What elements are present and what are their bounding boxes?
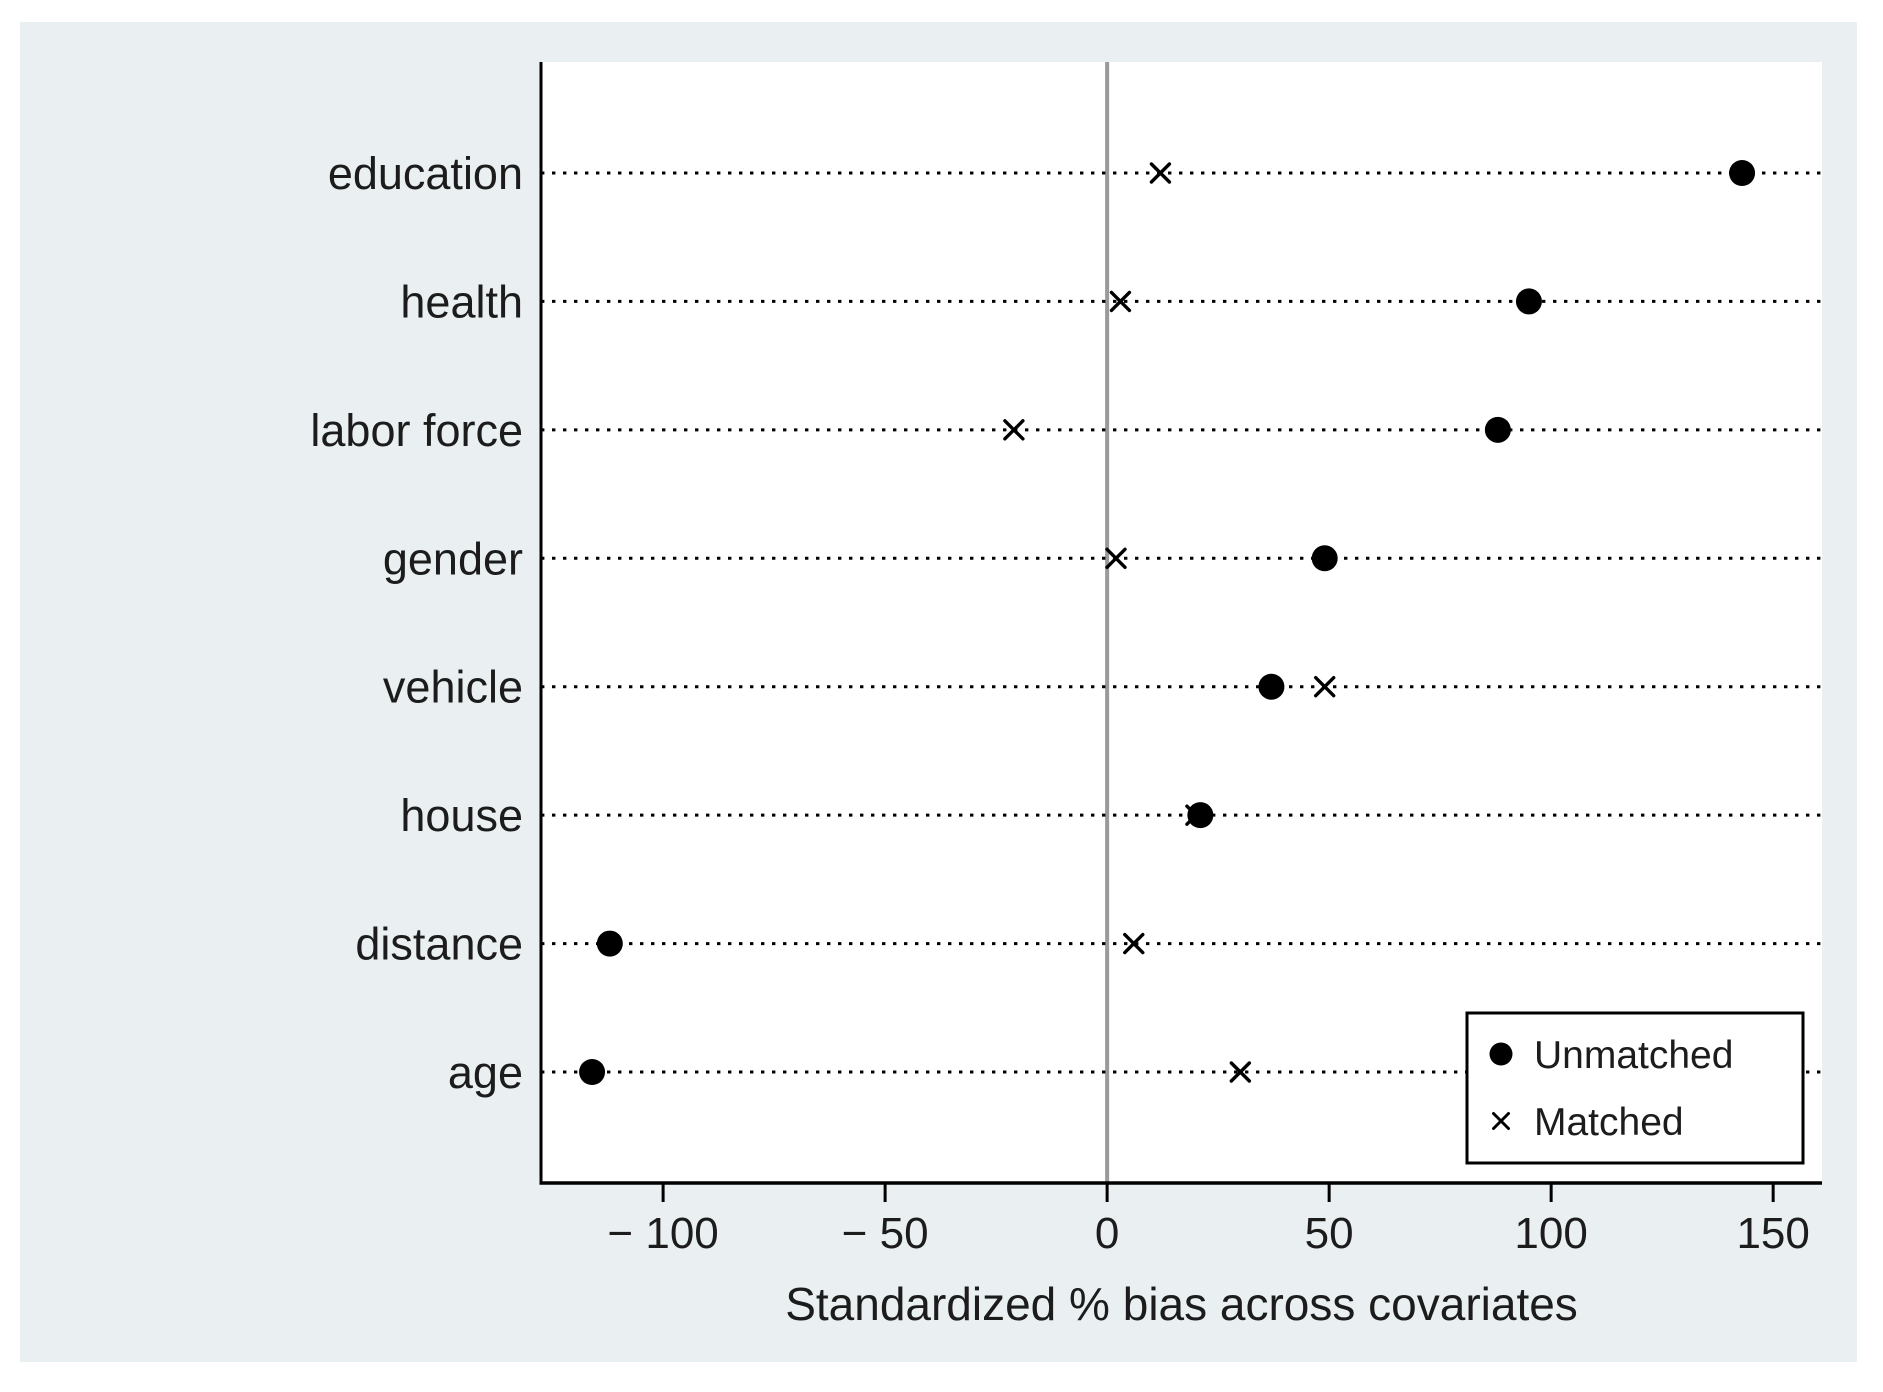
legend-label-unmatched: Unmatched xyxy=(1534,1034,1733,1077)
category-label-education: education xyxy=(328,148,523,199)
matched-marker-gender xyxy=(1105,547,1127,569)
category-label-age: age xyxy=(448,1047,523,1098)
category-label-vehicle: vehicle xyxy=(383,662,523,713)
matched-marker-education xyxy=(1149,162,1172,184)
plot-area xyxy=(541,62,1822,1183)
x-tick-label-0: 0 xyxy=(1095,1209,1119,1258)
category-label-gender: gender xyxy=(383,533,523,584)
x-tick-label--100: − 100 xyxy=(607,1209,718,1258)
legend-marker-matched-icon xyxy=(1492,1112,1510,1130)
unmatched-marker-gender xyxy=(1311,545,1338,572)
matched-marker-labor-force xyxy=(1003,419,1025,441)
x-tick-label-50: 50 xyxy=(1305,1209,1354,1258)
legend-label-matched: Matched xyxy=(1534,1101,1684,1144)
unmatched-marker-age xyxy=(579,1059,606,1085)
matched-marker-age xyxy=(1229,1061,1252,1083)
category-label-labor-force: labor force xyxy=(310,405,523,456)
unmatched-marker-vehicle xyxy=(1258,673,1285,700)
legend-box xyxy=(1465,1011,1805,1165)
unmatched-marker-education xyxy=(1729,160,1756,186)
x-axis-title: Standardized % bias across covariates xyxy=(785,1278,1578,1330)
matched-marker-vehicle xyxy=(1314,676,1336,698)
unmatched-marker-labor-force xyxy=(1484,416,1511,443)
unmatched-marker-distance xyxy=(596,930,623,957)
legend-marker-unmatched-icon xyxy=(1489,1042,1513,1066)
unmatched-marker-health xyxy=(1515,288,1542,315)
x-tick-label-100: 100 xyxy=(1514,1209,1587,1258)
x-tick-label--50: − 50 xyxy=(842,1209,929,1258)
matched-marker-health xyxy=(1109,290,1132,313)
category-label-health: health xyxy=(400,276,523,327)
matched-marker-distance xyxy=(1123,932,1145,955)
x-tick-label-150: 150 xyxy=(1736,1209,1809,1258)
category-label-house: house xyxy=(400,790,523,841)
unmatched-marker-house xyxy=(1187,802,1214,829)
category-label-distance: distance xyxy=(355,919,523,970)
